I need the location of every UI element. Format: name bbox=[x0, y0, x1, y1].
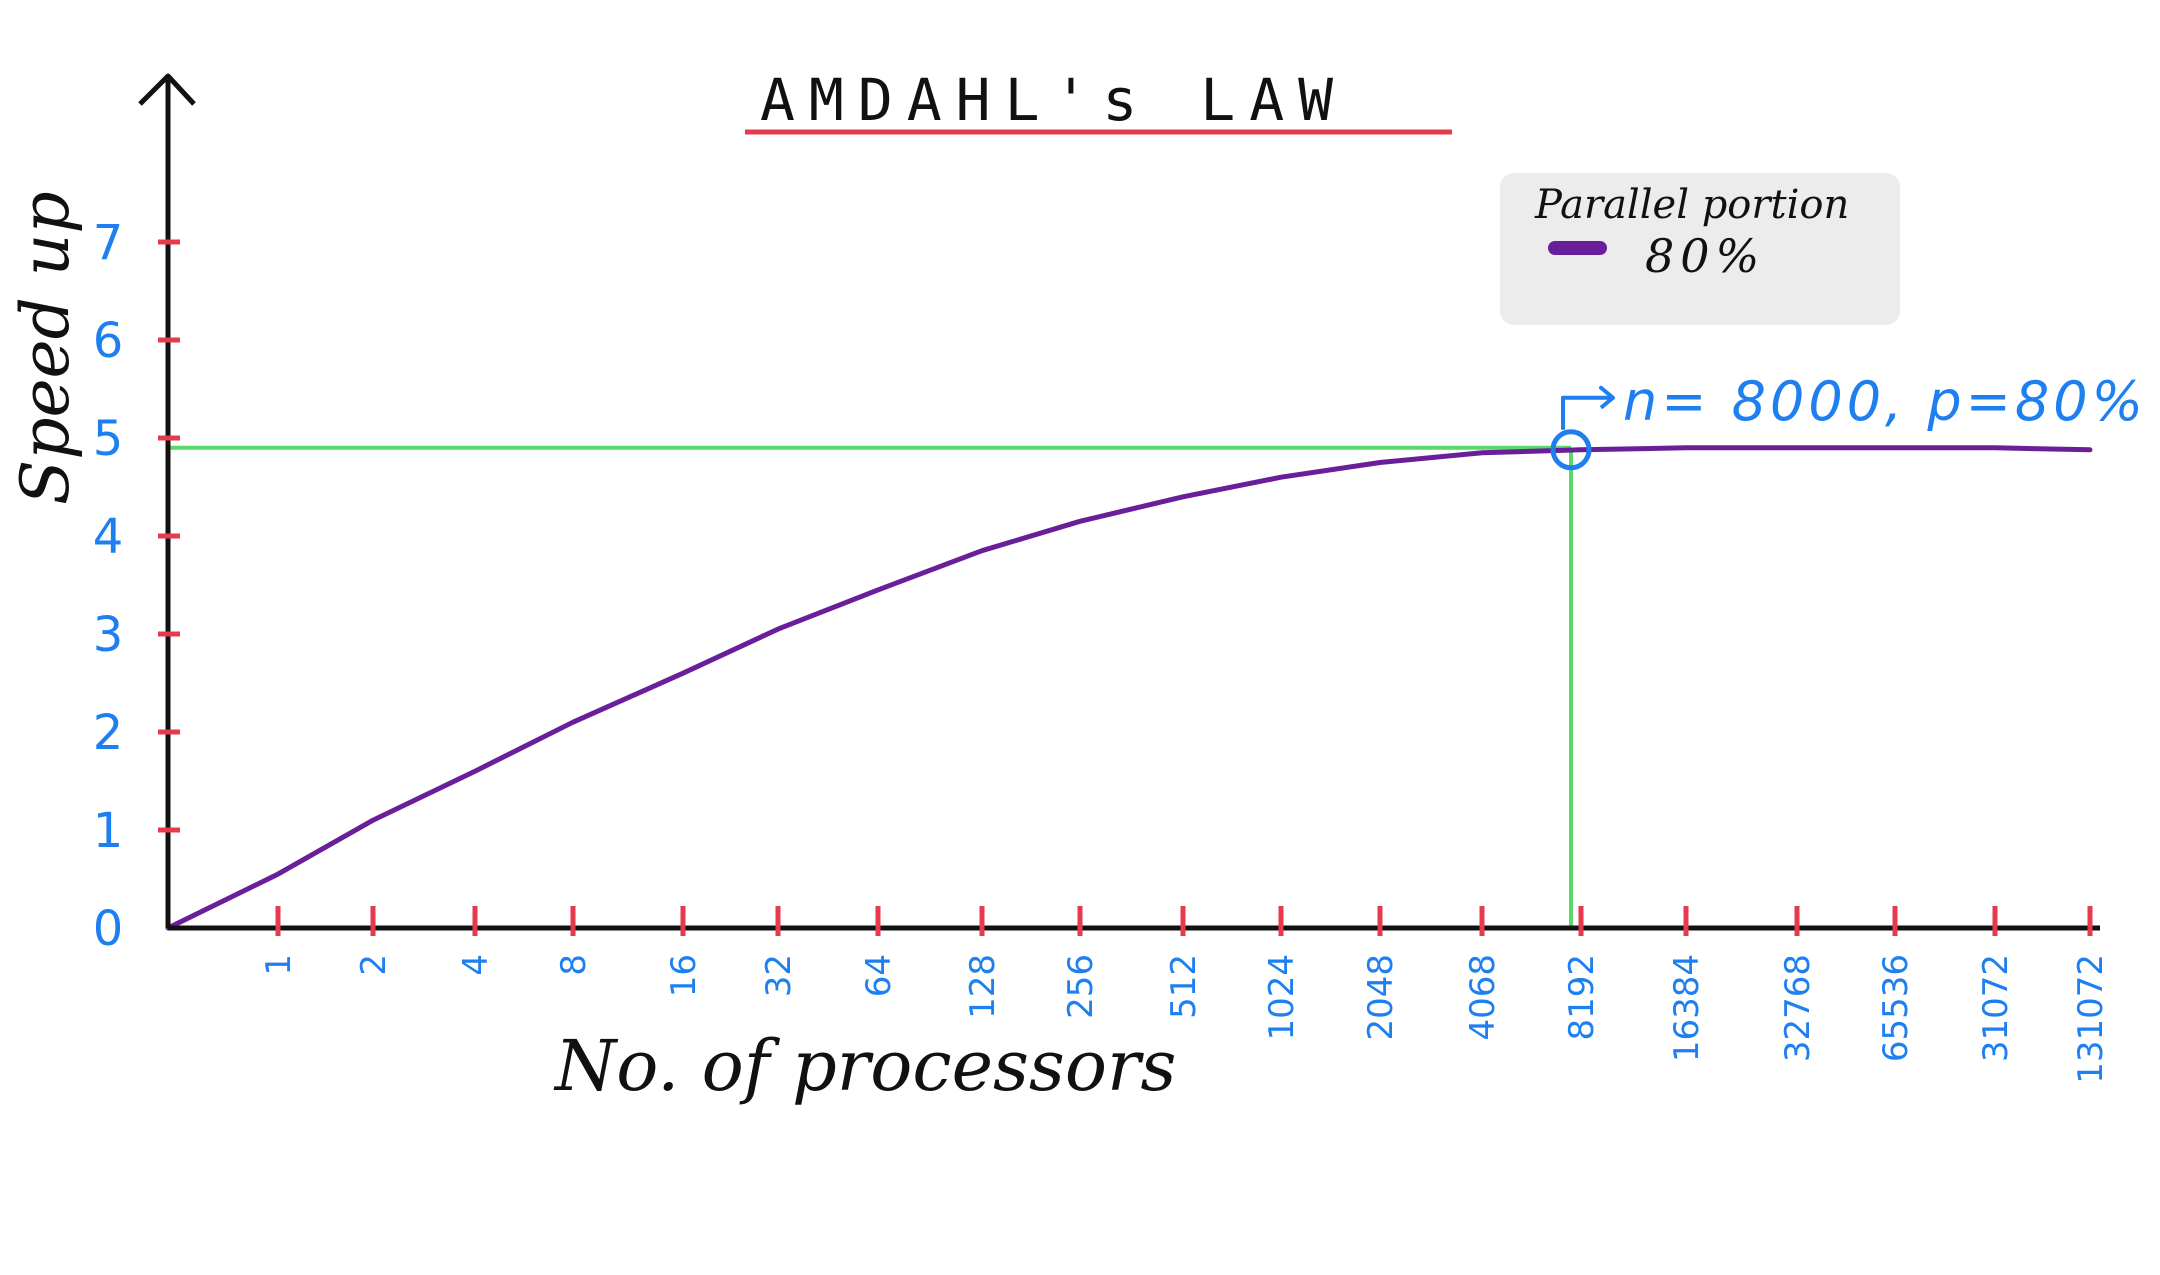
x-tick-label: 512 bbox=[1164, 954, 1204, 1019]
x-tick-label: 1 bbox=[259, 954, 299, 976]
y-tick-label: 0 bbox=[93, 901, 124, 957]
y-tick-label: 4 bbox=[93, 509, 124, 565]
tick-layer: 0 1 2 3 4 5 6 7 1 2 4 8 16 32 64 128 256 512 1024 2048 4068 8… bbox=[93, 215, 2111, 1084]
x-tick-label: 32768 bbox=[1778, 954, 1818, 1062]
x-tick-label: 8192 bbox=[1562, 954, 1602, 1041]
annotation-arrow bbox=[1563, 388, 1613, 430]
x-tick-label: 16384 bbox=[1667, 954, 1707, 1062]
chart-title: AMDAHL's LAW bbox=[760, 66, 1347, 134]
y-tick-label: 5 bbox=[93, 411, 124, 467]
y-tick-label: 2 bbox=[93, 705, 124, 761]
y-tick-label: 6 bbox=[93, 313, 124, 369]
x-tick-label: 2 bbox=[354, 954, 394, 976]
x-tick-label: 32 bbox=[759, 954, 799, 997]
legend-title: Parallel portion bbox=[1534, 182, 1849, 228]
x-tick-label: 4068 bbox=[1463, 954, 1503, 1041]
x-tick-label: 64 bbox=[859, 954, 899, 997]
x-tick-label: 128 bbox=[963, 954, 1003, 1019]
x-tick-label: 65536 bbox=[1876, 954, 1916, 1062]
series-line-80-percent bbox=[168, 448, 2090, 928]
y-tick-label: 3 bbox=[93, 607, 124, 663]
x-tick-label: 4 bbox=[456, 954, 496, 976]
x-tick-label: 16 bbox=[664, 954, 704, 997]
legend-entry-label: 80% bbox=[1645, 229, 1765, 283]
x-tick-label: 8 bbox=[554, 954, 594, 976]
x-tick-label: 256 bbox=[1061, 954, 1101, 1019]
annotation-text: n= 8000, p=80% bbox=[1623, 370, 2147, 433]
x-tick-label: 131072 bbox=[2071, 954, 2111, 1084]
y-tick-label: 7 bbox=[93, 215, 124, 271]
y-axis-label: Speed up bbox=[7, 191, 84, 505]
x-tick-label: 2048 bbox=[1361, 954, 1401, 1041]
x-tick-label: 1024 bbox=[1262, 954, 1302, 1041]
x-tick-label: 31072 bbox=[1976, 954, 2016, 1062]
y-tick-label: 1 bbox=[93, 803, 124, 859]
x-axis-label: No. of processors bbox=[553, 1025, 1176, 1107]
